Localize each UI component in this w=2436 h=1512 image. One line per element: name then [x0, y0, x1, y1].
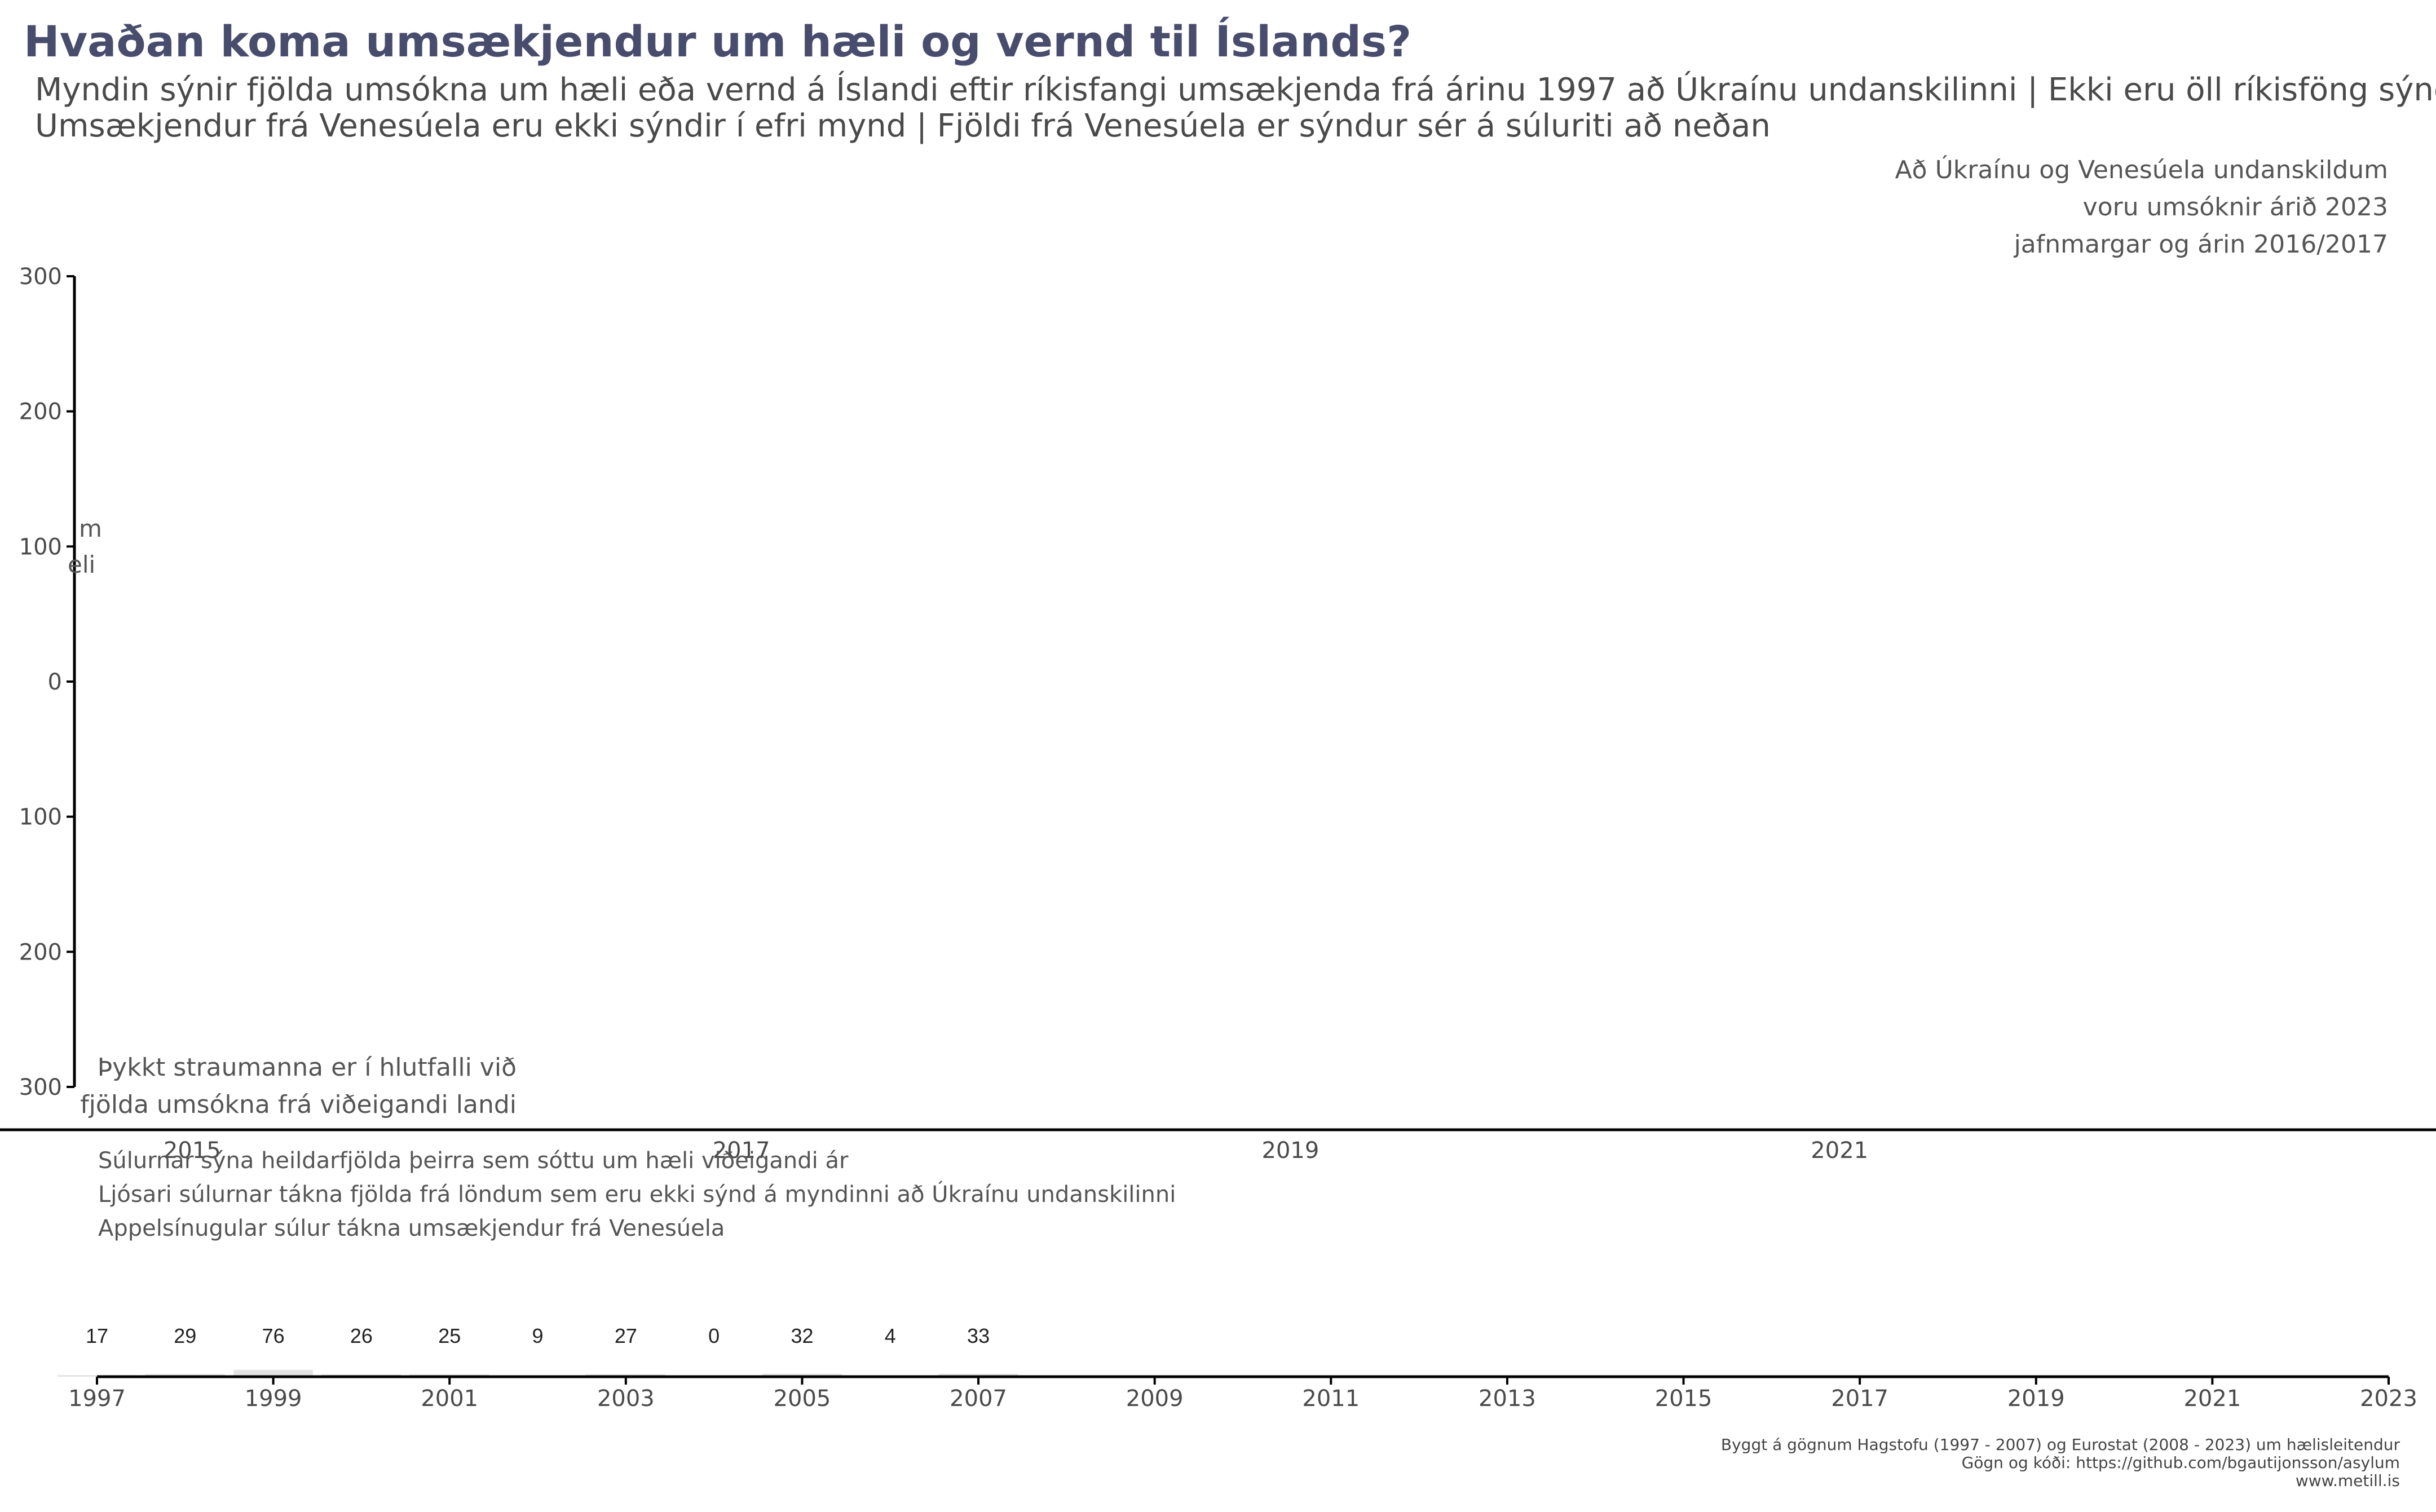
bar-light-segment — [938, 1373, 1018, 1377]
caption-website: www.metill.is — [2296, 1471, 2400, 1490]
bar-value-label: 25 — [438, 1324, 461, 1347]
bar-x-tick-label: 2021 — [2183, 1386, 2241, 1412]
bar-x-tick-label: 2003 — [597, 1386, 655, 1412]
stream-note-line-2: fjölda umsókna frá viðeigandi landi — [80, 1090, 517, 1119]
bar-value-label: 27 — [615, 1324, 637, 1347]
bar-value-labels: 17 29 76 26 25 9 27 0 32 4 33 — [86, 1324, 990, 1347]
bar-value-label: 32 — [791, 1324, 813, 1347]
bar-value-label: 0 — [708, 1324, 720, 1347]
stream-y-ticks: 300 200 100 0 100 200 300 — [19, 264, 74, 1100]
bar-x-tick-label: 1999 — [245, 1386, 302, 1412]
chart-subtitle-line-1: Myndin sýnir fjölda umsókna um hæli eða … — [35, 71, 2436, 108]
top-right-note-line-1: Að Úkraínu og Venesúela undanskildum — [1895, 154, 2388, 184]
bar-x-tick-label: 2011 — [1302, 1386, 1360, 1412]
bar-note-line-3: Appelsínugular súlur tákna umsækjendur f… — [98, 1215, 725, 1241]
bar-x-tick-label: 2009 — [1126, 1386, 1184, 1412]
stream-y-tick-label: 0 — [48, 669, 62, 695]
stream-x-ticks: 2015 2017 2019 2021 — [164, 1138, 1868, 1164]
bar-value-label: 76 — [262, 1324, 285, 1347]
bar-x-tick-label: 2013 — [1479, 1386, 1536, 1412]
caption-source: Byggt á gögnum Hagstofu (1997 - 2007) og… — [1721, 1435, 2400, 1454]
top-right-note-line-2: voru umsóknir árið 2023 — [2083, 193, 2388, 222]
bar-value-label: 29 — [174, 1324, 196, 1347]
bar-light-segment — [762, 1373, 842, 1377]
stream-y-tick-label: 100 — [19, 804, 62, 830]
left-partial-label-2: eli — [68, 551, 95, 578]
caption-code: Gögn og kóði: https://github.com/bgautij… — [1962, 1453, 2400, 1472]
stream-x-tick-label: 2021 — [1811, 1138, 1868, 1164]
chart-title: Hvaðan koma umsækjendur um hæli og vernd… — [24, 16, 1411, 67]
bar-x-ticks: 1997 1999 2001 2003 2005 2007 2009 2011 2013 2015… — [68, 1377, 2417, 1412]
bar-x-tick-label: 2015 — [1655, 1386, 1713, 1412]
top-right-note-line-3: jafnmargar og árin 2016/2017 — [2014, 230, 2388, 259]
bar-note-line-1: Súlurnar sýna heildarfjölda þeirra sem s… — [98, 1148, 849, 1174]
bar-value-label: 33 — [967, 1324, 990, 1347]
bar-value-label: 9 — [532, 1324, 544, 1347]
stream-note-line-1: Þykkt straumanna er í hlutfalli við — [98, 1053, 517, 1082]
stream-y-tick-label: 200 — [19, 399, 62, 425]
stream-y-tick-label: 200 — [19, 939, 62, 965]
stream-x-tick-label: 2017 — [713, 1138, 770, 1164]
bar-value-label: 4 — [885, 1324, 896, 1347]
bar-light-segment — [233, 1369, 313, 1377]
stream-y-tick-label: 300 — [19, 1075, 62, 1100]
chart-subtitle-line-2: Umsækjendur frá Venesúela eru ekki sýndi… — [35, 108, 1771, 144]
bar-value-label: 26 — [350, 1324, 373, 1347]
bar-value-label: 17 — [86, 1324, 108, 1347]
bar-x-tick-label: 2023 — [2360, 1386, 2417, 1412]
left-partial-label-1: m — [79, 515, 102, 542]
bar-x-tick-label: 2005 — [774, 1386, 831, 1412]
stream-x-tick-label: 2015 — [164, 1138, 221, 1164]
bar-x-tick-label: 2001 — [421, 1386, 478, 1412]
bar-x-tick-label: 2017 — [1831, 1386, 1888, 1412]
stream-x-tick-label: 2019 — [1262, 1138, 1320, 1164]
bar-note-line-2: Ljósari súlurnar tákna fjölda frá löndum… — [98, 1181, 1176, 1208]
bar-x-tick-label: 1997 — [68, 1386, 126, 1412]
bar-x-tick-label: 2019 — [2007, 1386, 2065, 1412]
stream-y-tick-label: 100 — [19, 534, 62, 560]
stream-y-tick-label: 300 — [19, 264, 62, 290]
bar-x-tick-label: 2007 — [950, 1386, 1007, 1412]
